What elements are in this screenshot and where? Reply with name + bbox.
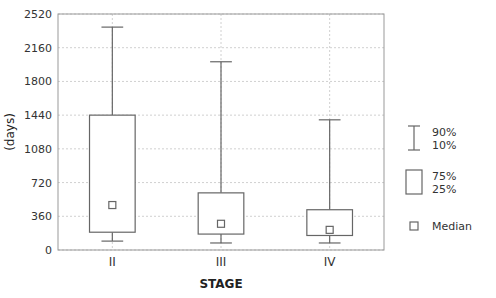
x-axis-label: STAGE bbox=[199, 277, 242, 291]
legend-label: 75%25% bbox=[432, 170, 456, 196]
tick-label: II bbox=[109, 255, 116, 269]
median-marker bbox=[218, 220, 225, 227]
legend: 90%10% 75%25% Median bbox=[406, 126, 472, 234]
whisker-cap bbox=[210, 242, 232, 243]
whisker-cap bbox=[319, 119, 341, 120]
tick-label: 2160 bbox=[24, 42, 52, 55]
legend-symbol bbox=[410, 222, 418, 230]
plot-frame bbox=[58, 14, 384, 250]
chart: 036072010801440180021602520IIIIIIVSTAGE(… bbox=[0, 0, 496, 298]
tick-label: 1800 bbox=[24, 75, 52, 88]
legend-label-line: 75% bbox=[432, 170, 456, 183]
whisker-cap bbox=[210, 61, 232, 62]
whisker bbox=[329, 235, 330, 242]
whisker bbox=[112, 232, 113, 241]
whisker-cap bbox=[101, 27, 123, 28]
whisker bbox=[220, 234, 221, 243]
tick-label: 2520 bbox=[24, 8, 52, 21]
marks bbox=[90, 27, 353, 243]
tick-label: III bbox=[216, 255, 227, 269]
box bbox=[90, 115, 136, 232]
legend-symbol bbox=[406, 170, 422, 194]
legend-label: 90%10% bbox=[432, 126, 456, 152]
legend-label-line: 90% bbox=[432, 126, 456, 139]
box bbox=[198, 193, 244, 234]
whisker bbox=[112, 27, 113, 115]
box bbox=[307, 210, 353, 236]
y-axis-label: (days) bbox=[3, 113, 17, 151]
legend-label: Median bbox=[432, 220, 472, 233]
legend-label-line: 25% bbox=[432, 183, 456, 196]
legend-symbol bbox=[413, 126, 414, 150]
tick-label: 360 bbox=[31, 210, 52, 223]
whisker bbox=[329, 120, 330, 210]
tick-label: 1440 bbox=[24, 109, 52, 122]
median-marker bbox=[326, 226, 333, 233]
median-marker bbox=[109, 202, 116, 209]
tick-label: 1080 bbox=[24, 143, 52, 156]
tick-label: 720 bbox=[31, 177, 52, 190]
legend-symbol bbox=[408, 149, 420, 150]
grid bbox=[58, 14, 384, 250]
legend-label-line: Median bbox=[432, 220, 472, 233]
whisker-cap bbox=[319, 242, 341, 243]
tick-label: 0 bbox=[45, 244, 52, 257]
whisker-cap bbox=[101, 241, 123, 242]
tick-label: IV bbox=[324, 255, 337, 269]
legend-symbol bbox=[408, 125, 420, 126]
legend-label-line: 10% bbox=[432, 139, 456, 152]
whisker bbox=[220, 62, 221, 193]
